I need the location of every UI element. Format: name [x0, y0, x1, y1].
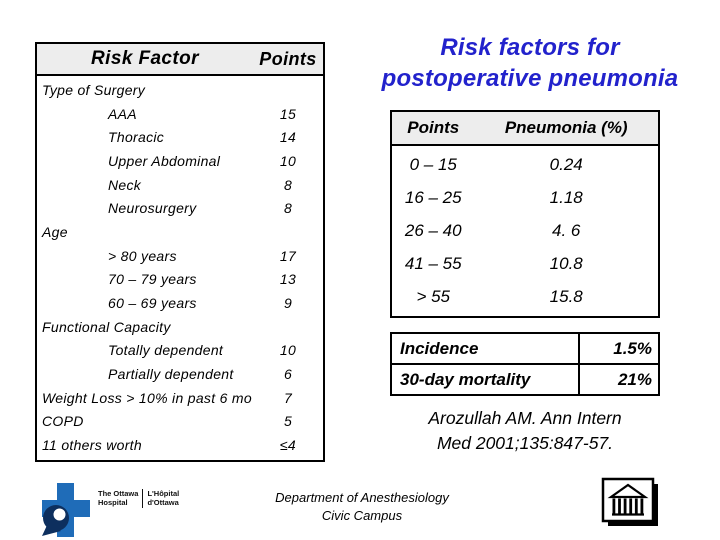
risk-factor-label: Type of Surgery [42, 81, 146, 98]
hospital-cross-icon [42, 483, 90, 537]
summary-label: Incidence [392, 334, 580, 363]
page-title-line1: Risk factors for [440, 34, 620, 61]
risk-factor-label: COPD [42, 413, 84, 430]
points-range-value: 0 – 15 [409, 154, 457, 174]
risk-table-row: Upper Abdominal 10 [37, 149, 323, 173]
pneumonia-table-row: 0 – 15 0.24 [392, 148, 658, 181]
summary-label: 30-day mortality [392, 365, 580, 394]
risk-factor-label: 11 others worth [42, 437, 142, 454]
risk-points-value: 10 [279, 342, 297, 359]
risk-table-row: AAA 15 [37, 102, 323, 126]
summary-value: 21% [617, 369, 652, 389]
risk-factor-label: AAA [108, 105, 137, 122]
hospital-name-fr: L'Hôpital d'Ottawa [147, 489, 179, 508]
pneumonia-table-body: 0 – 15 0.24 16 – 25 1.18 26 – 40 4. 6 41 – 55 1… [392, 146, 658, 316]
pneumonia-pct-column-header: Pneumonia (%) [504, 118, 628, 137]
pneumonia-table-row: 41 – 55 10.8 [392, 248, 658, 281]
risk-points-value: 5 [283, 413, 293, 430]
points-range-column-header: Points [407, 118, 460, 137]
citation-line2: Med 2001;135:847-57. [436, 433, 614, 454]
risk-points-value: 8 [283, 176, 293, 193]
pneumonia-table-row: 16 – 25 1.18 [392, 181, 658, 214]
risk-factor-label: Thoracic [108, 129, 165, 146]
risk-factor-table: Risk Factor Points Type of Surgery AAA 15 T… [35, 42, 325, 462]
risk-table-row: Neurosurgery 8 [37, 196, 323, 220]
logo-divider [142, 489, 144, 508]
summary-table: Incidence 1.5% 30-day mortality 21% [390, 332, 660, 396]
citation: Arozullah AM. Ann Intern Med 2001;135:84… [378, 406, 672, 457]
risk-points-value: 10 [279, 152, 297, 169]
risk-table-row: Functional Capacity [37, 315, 323, 339]
pneumonia-table-header: Points Pneumonia (%) [392, 112, 658, 146]
pneumonia-pct-value: 15.8 [549, 287, 583, 307]
pneumonia-table-row: 26 – 40 4. 6 [392, 214, 658, 247]
points-range-value: 26 – 40 [404, 221, 462, 240]
risk-factor-label: Weight Loss > 10% in past 6 mo [42, 389, 252, 406]
risk-table-row: COPD 5 [37, 410, 323, 434]
risk-table-row: Thoracic 14 [37, 125, 323, 149]
risk-factor-label: Neurosurgery [108, 200, 197, 217]
risk-points-value: 8 [283, 200, 293, 217]
summary-table-row: 30-day mortality 21% [392, 363, 658, 394]
building-logo-icon [600, 476, 664, 534]
risk-factor-label: Upper Abdominal [108, 152, 221, 169]
risk-table-row: Age [37, 220, 323, 244]
hospital-name-en-line1: The Ottawa [98, 489, 139, 498]
pneumonia-pct-value: 0.24 [549, 154, 583, 174]
risk-table-row: 60 – 69 years 9 [37, 291, 323, 315]
points-range-value: 16 – 25 [404, 187, 462, 207]
points-range-value: > 55 [416, 287, 450, 307]
risk-table-header: Risk Factor Points [37, 44, 323, 76]
summary-value: 1.5% [613, 338, 652, 358]
pneumonia-pct-value: 4. 6 [552, 221, 581, 240]
hospital-logo-text: The Ottawa Hospital L'Hôpital d'Ottawa [98, 489, 179, 508]
hospital-name-en-line2: Hospital [98, 498, 128, 508]
risk-factor-label: 60 – 69 years [108, 295, 197, 312]
risk-factor-label: 70 – 79 years [108, 271, 197, 288]
points-range-value: 41 – 55 [404, 254, 462, 274]
risk-table-row: 11 others worth ≤4 [37, 433, 323, 457]
department-line2: Civic Campus [321, 507, 403, 523]
risk-factor-label: Totally dependent [108, 342, 224, 359]
risk-factor-label: Age [42, 223, 68, 240]
risk-points-value: 7 [283, 389, 293, 406]
risk-table-row: 70 – 79 years 13 [37, 268, 323, 292]
risk-points-value: 13 [279, 271, 297, 288]
pneumonia-points-table: Points Pneumonia (%) 0 – 15 0.24 16 – 25 1.… [390, 110, 660, 318]
risk-table-row: Totally dependent 10 [37, 339, 323, 363]
risk-factor-label: Neck [108, 176, 142, 193]
page-title: Risk factors for postoperative pneumonia [358, 33, 702, 94]
risk-points-value: 17 [279, 247, 297, 264]
risk-table-row: Partially dependent 6 [37, 362, 323, 386]
hospital-name-en: The Ottawa Hospital [98, 489, 138, 508]
hospital-name-fr-line1: L'Hôpital [147, 489, 180, 498]
risk-points-value: 9 [283, 295, 293, 312]
risk-table-row: Neck 8 [37, 173, 323, 197]
risk-factor-label: > 80 years [108, 247, 177, 264]
risk-points-value: ≤4 [279, 437, 297, 454]
pneumonia-pct-value: 1.18 [549, 187, 583, 207]
risk-points-value: 14 [279, 129, 297, 146]
risk-table-row: Type of Surgery [37, 78, 323, 102]
pneumonia-pct-value: 10.8 [549, 254, 583, 274]
risk-table-row: > 80 years 17 [37, 244, 323, 268]
points-column-header: Points [259, 48, 317, 69]
ottawa-hospital-logo: The Ottawa Hospital L'Hôpital d'Ottawa [42, 481, 194, 539]
risk-factor-label: Functional Capacity [42, 318, 171, 335]
department-line1: Department of Anesthesiology [275, 490, 449, 505]
hospital-name-fr-line2: d'Ottawa [147, 498, 179, 508]
risk-points-value: 6 [283, 366, 293, 383]
pneumonia-table-row: > 55 15.8 [392, 281, 658, 314]
risk-table-row: Weight Loss > 10% in past 6 mo 7 [37, 386, 323, 410]
page-title-line2: postoperative pneumonia [381, 64, 679, 92]
risk-table-body: Type of Surgery AAA 15 Thoracic 14 Upper Abdo… [37, 76, 323, 460]
risk-factor-label: Partially dependent [108, 366, 234, 383]
risk-points-value: 15 [279, 105, 297, 122]
citation-line1: Arozullah AM. Ann Intern [428, 408, 622, 428]
summary-table-row: Incidence 1.5% [392, 334, 658, 363]
footer-department: Department of Anesthesiology Civic Campu… [230, 489, 494, 524]
risk-factor-column-header: Risk Factor [91, 48, 199, 69]
